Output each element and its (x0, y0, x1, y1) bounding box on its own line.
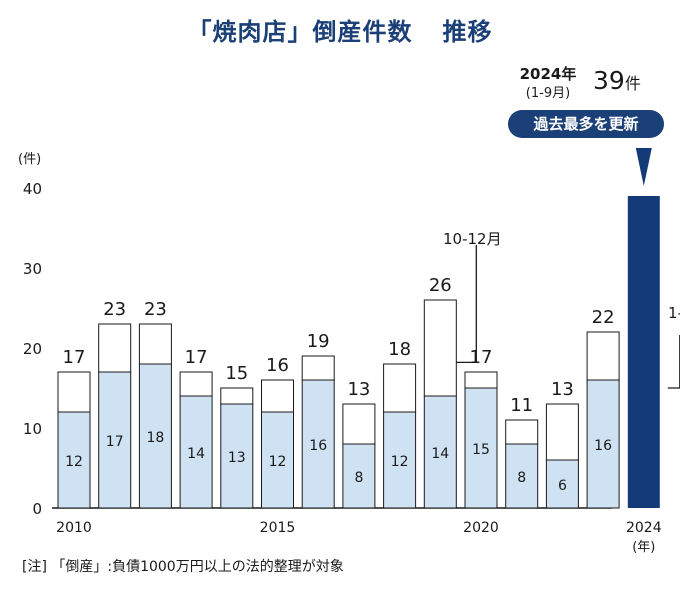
bar-segment-oct-dec (464, 371, 498, 389)
bar-segment-label: 18 (146, 430, 164, 446)
bar-segment-oct-dec (261, 379, 294, 413)
bar-segment-oct-dec (423, 299, 457, 397)
bar-segment-oct-dec (342, 403, 376, 445)
bar-segment-oct-dec (586, 331, 620, 381)
bar-total-label: 18 (388, 339, 411, 360)
bar-segment-oct-dec (138, 323, 172, 365)
chart-title-main: 「焼肉店」倒産件数 (187, 18, 413, 46)
bar-segment-oct-dec (505, 419, 539, 445)
highlight-count-wrap: 39件 (593, 66, 641, 95)
bar-segment-oct-dec (545, 403, 579, 461)
bar-segment-jan-sep (301, 379, 335, 509)
bar-segment-label: 15 (472, 442, 490, 458)
record-high-badge: 過去最多を更新 (508, 110, 664, 138)
annotation-label-jan-sep: 1-9月 (668, 304, 680, 322)
x-tick-label: 2020 (463, 520, 499, 536)
bar-total-label: 13 (551, 379, 574, 400)
annotation-line-jan-sep (667, 335, 680, 389)
bar-segment-oct-dec (220, 387, 254, 405)
bar-segment-label: 12 (65, 454, 83, 470)
bar-segment-jan-sep (464, 387, 498, 509)
bar-total-label: 26 (429, 275, 452, 296)
bar-total-label: 23 (103, 299, 126, 320)
pointer-triangle (635, 148, 652, 186)
bar-segment-label: 13 (228, 450, 246, 466)
highlight-year: 2024年 (519, 65, 577, 83)
bar-segment-jan-sep (383, 411, 417, 509)
y-tick-label: 20 (23, 340, 42, 358)
x-tick-label: 2024 (626, 520, 662, 536)
highlight-period: (1-9月) (525, 86, 571, 101)
bar-segment-label: 12 (269, 454, 287, 470)
bar-total-label: 15 (225, 363, 248, 384)
annotation-label-oct-dec: 10-12月 (443, 230, 502, 248)
bar-segment-jan-sep (57, 411, 91, 509)
y-axis-unit: (件) (18, 152, 41, 167)
bar-total-label: 17 (63, 347, 86, 368)
bar-segment-label: 14 (187, 446, 205, 462)
bar-segment-jan-sep (586, 379, 620, 509)
chart-title: 「焼肉店」倒産件数 推移 (0, 12, 680, 47)
bar-segment-oct-dec (98, 323, 132, 373)
bar-total-label: 23 (144, 299, 167, 320)
bar-segment-oct-dec (57, 371, 91, 413)
bar-segment-jan-sep (423, 395, 457, 509)
footnote: [注] 「倒産」:負債1000万円以上の法的整理が対象 (22, 559, 344, 575)
bar-segment-jan-sep (342, 443, 376, 509)
bar-segment-jan-sep (98, 371, 132, 509)
bar-segment-label: 8 (517, 470, 526, 486)
y-tick-label: 10 (23, 420, 42, 438)
bar-total-label: 22 (592, 307, 615, 328)
x-axis-unit: (年) (632, 540, 655, 555)
bar-segment-oct-dec (301, 355, 335, 381)
bar-segment-label: 6 (558, 478, 567, 494)
chart-title-sub: 推移 (442, 18, 493, 46)
bar-total-label: 17 (470, 347, 493, 368)
bar-total-label: 17 (185, 347, 208, 368)
bar-segment-label: 17 (106, 434, 124, 450)
bar-total-label: 13 (347, 379, 370, 400)
bar-2024-highlight (627, 196, 660, 508)
bar-segment-label: 14 (431, 446, 449, 462)
annotation-line-oct-dec (456, 245, 477, 364)
bar-segment-label: 12 (391, 454, 409, 470)
bar-segment-oct-dec (383, 363, 417, 413)
bar-segment-label: 16 (309, 438, 327, 454)
x-tick-label: 2015 (260, 520, 296, 536)
bar-segment-jan-sep (545, 459, 579, 509)
bar-total-label: 16 (266, 355, 289, 376)
x-tick-label: 2010 (56, 520, 92, 536)
bar-segment-label: 8 (354, 470, 363, 486)
highlight-unit: 件 (624, 74, 641, 93)
bar-segment-jan-sep (138, 363, 172, 509)
y-tick-label: 30 (23, 260, 42, 278)
bar-total-label: 19 (307, 331, 330, 352)
y-tick-label: 0 (32, 500, 42, 518)
bar-total-label: 11 (510, 395, 533, 416)
y-tick-label: 40 (23, 180, 42, 198)
bar-segment-label: 16 (594, 438, 612, 454)
highlight-count: 39 (593, 66, 625, 95)
bar-segment-oct-dec (179, 371, 213, 397)
